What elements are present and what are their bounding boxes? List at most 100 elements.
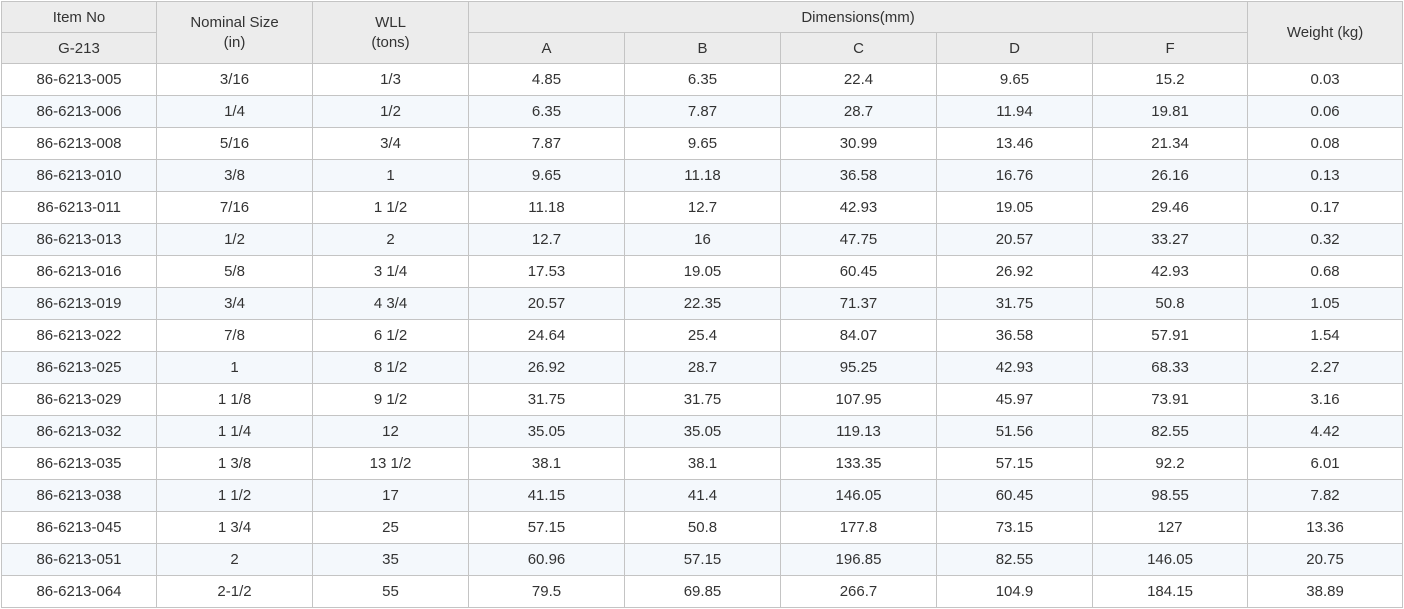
cell-nominal-size: 1 1/2 xyxy=(156,479,313,512)
cell-dim-b: 6.35 xyxy=(624,63,781,96)
cell-dim-f: 50.8 xyxy=(1091,287,1249,320)
cell-dim-d: 11.94 xyxy=(936,95,1093,128)
cell-dim-d: 45.97 xyxy=(936,383,1093,416)
cell-dim-b: 12.7 xyxy=(624,191,781,224)
table-row: 86-6213-010 3/8 1 9.65 11.18 36.58 16.76 26.16 0… xyxy=(1,159,1404,192)
cell-dim-f: 29.46 xyxy=(1091,191,1249,224)
table-row: 86-6213-025 1 8 1/2 26.92 28.7 95.25 42.93 68.3… xyxy=(1,351,1404,384)
cell-dim-b: 35.05 xyxy=(624,415,781,448)
cell-dim-f: 82.55 xyxy=(1091,415,1249,448)
cell-wll: 3 1/4 xyxy=(312,255,469,288)
cell-dim-c: 133.35 xyxy=(780,447,937,480)
cell-weight: 7.82 xyxy=(1247,479,1404,512)
cell-weight: 3.16 xyxy=(1247,383,1404,416)
cell-dim-d: 82.55 xyxy=(936,543,1093,576)
cell-weight: 0.13 xyxy=(1247,159,1404,192)
cell-nominal-size: 2-1/2 xyxy=(156,575,313,608)
cell-weight: 6.01 xyxy=(1247,447,1404,480)
cell-dim-c: 119.13 xyxy=(780,415,937,448)
cell-dim-d: 42.93 xyxy=(936,351,1093,384)
cell-item-no: 86-6213-035 xyxy=(1,447,157,480)
cell-dim-c: 30.99 xyxy=(780,127,937,160)
cell-nominal-size: 1 3/8 xyxy=(156,447,313,480)
cell-dim-d: 9.65 xyxy=(936,63,1093,96)
cell-item-no: 86-6213-010 xyxy=(1,159,157,192)
cell-dim-a: 17.53 xyxy=(468,255,625,288)
cell-weight: 0.68 xyxy=(1247,255,1404,288)
table-row: 86-6213-038 1 1/2 17 41.15 41.4 146.05 60.45 98… xyxy=(1,479,1404,512)
cell-wll: 6 1/2 xyxy=(312,319,469,352)
cell-wll: 25 xyxy=(312,511,469,544)
cell-dim-f: 21.34 xyxy=(1091,127,1249,160)
cell-dim-a: 7.87 xyxy=(468,127,625,160)
cell-dim-a: 41.15 xyxy=(468,479,625,512)
cell-dim-c: 146.05 xyxy=(780,479,937,512)
cell-nominal-size: 3/16 xyxy=(156,63,313,96)
cell-dim-b: 9.65 xyxy=(624,127,781,160)
cell-wll: 55 xyxy=(312,575,469,608)
cell-dim-a: 35.05 xyxy=(468,415,625,448)
cell-dim-c: 95.25 xyxy=(780,351,937,384)
cell-dim-c: 71.37 xyxy=(780,287,937,320)
cell-dim-d: 20.57 xyxy=(936,223,1093,256)
cell-dim-d: 73.15 xyxy=(936,511,1093,544)
cell-dim-a: 57.15 xyxy=(468,511,625,544)
cell-dim-b: 19.05 xyxy=(624,255,781,288)
cell-dim-d: 51.56 xyxy=(936,415,1093,448)
table-row: 86-6213-013 1/2 2 12.7 16 47.75 20.57 33.27 0.32 xyxy=(1,223,1404,256)
cell-item-no: 86-6213-006 xyxy=(1,95,157,128)
cell-dim-c: 36.58 xyxy=(780,159,937,192)
cell-dim-f: 57.91 xyxy=(1091,319,1249,352)
cell-weight: 13.36 xyxy=(1247,511,1404,544)
table-row: 86-6213-005 3/16 1/3 4.85 6.35 22.4 9.65 15.2 0.… xyxy=(1,63,1404,96)
cell-nominal-size: 7/16 xyxy=(156,191,313,224)
header-subrow: G-213 A B C D F xyxy=(1,32,1403,64)
header-nominal-size-label: Nominal Size xyxy=(190,13,279,31)
header-weight: Weight (kg) xyxy=(1247,1,1404,64)
cell-item-no: 86-6213-005 xyxy=(1,63,157,96)
cell-nominal-size: 1 1/4 xyxy=(156,415,313,448)
cell-dim-f: 184.15 xyxy=(1091,575,1249,608)
cell-dim-a: 11.18 xyxy=(468,191,625,224)
cell-wll: 35 xyxy=(312,543,469,576)
cell-dim-c: 28.7 xyxy=(780,95,937,128)
cell-dim-d: 26.92 xyxy=(936,255,1093,288)
cell-dim-b: 41.4 xyxy=(624,479,781,512)
cell-dim-b: 16 xyxy=(624,223,781,256)
cell-dim-a: 6.35 xyxy=(468,95,625,128)
cell-item-no: 86-6213-038 xyxy=(1,479,157,512)
cell-dim-d: 19.05 xyxy=(936,191,1093,224)
cell-wll: 1/2 xyxy=(312,95,469,128)
cell-nominal-size: 3/8 xyxy=(156,159,313,192)
cell-wll: 1 xyxy=(312,159,469,192)
cell-dim-a: 12.7 xyxy=(468,223,625,256)
header-wll-label: WLL xyxy=(375,13,406,31)
cell-item-no: 86-6213-022 xyxy=(1,319,157,352)
cell-wll: 3/4 xyxy=(312,127,469,160)
cell-wll: 17 xyxy=(312,479,469,512)
cell-nominal-size: 5/8 xyxy=(156,255,313,288)
cell-dim-c: 60.45 xyxy=(780,255,937,288)
cell-dim-b: 50.8 xyxy=(624,511,781,544)
header-nominal-size-unit: (in) xyxy=(223,33,246,51)
cell-nominal-size: 3/4 xyxy=(156,287,313,320)
cell-dim-d: 57.15 xyxy=(936,447,1093,480)
cell-weight: 38.89 xyxy=(1247,575,1404,608)
cell-dim-a: 26.92 xyxy=(468,351,625,384)
cell-dim-f: 146.05 xyxy=(1091,543,1249,576)
cell-dim-c: 177.8 xyxy=(780,511,937,544)
cell-dim-b: 38.1 xyxy=(624,447,781,480)
cell-dim-d: 13.46 xyxy=(936,127,1093,160)
cell-dim-d: 60.45 xyxy=(936,479,1093,512)
cell-item-no: 86-6213-051 xyxy=(1,543,157,576)
table-row: 86-6213-064 2-1/2 55 79.5 69.85 266.7 104.9 184… xyxy=(1,575,1404,608)
cell-nominal-size: 1 xyxy=(156,351,313,384)
cell-dim-b: 7.87 xyxy=(624,95,781,128)
cell-item-no: 86-6213-008 xyxy=(1,127,157,160)
cell-dim-a: 79.5 xyxy=(468,575,625,608)
cell-weight: 0.17 xyxy=(1247,191,1404,224)
cell-item-no: 86-6213-016 xyxy=(1,255,157,288)
cell-nominal-size: 1/4 xyxy=(156,95,313,128)
cell-dim-c: 42.93 xyxy=(780,191,937,224)
